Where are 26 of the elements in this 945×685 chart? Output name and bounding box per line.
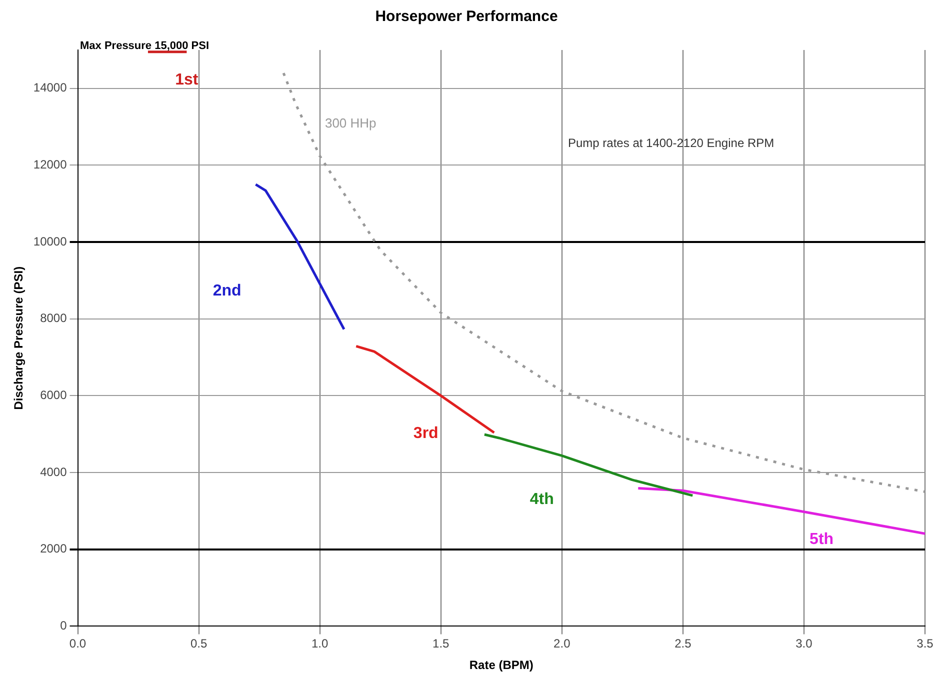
x-tick-label: 1.5 [432, 636, 450, 651]
x-tick-label: 2.5 [674, 636, 692, 651]
series-label: 1st [175, 71, 199, 88]
y-tick-label: 4000 [40, 464, 68, 479]
y-tick-label: 8000 [40, 311, 68, 326]
y-tick-label: 14000 [33, 80, 68, 95]
text: 2nd [212, 282, 242, 300]
x-tick-label: 1.0 [311, 636, 328, 651]
y-tick-label: 10000 [33, 234, 68, 248]
y-axis-title: Discharge Pressure (PSI) [12, 266, 26, 410]
text: 4th [530, 491, 554, 508]
annotation: Max Pressure 15,000 PSI [80, 40, 210, 52]
series-label: 300 HHp [324, 115, 376, 130]
series-label: 5th [810, 530, 834, 548]
y-tick-label: 0 [60, 618, 68, 633]
x-tick-label: 0.5 [190, 636, 208, 651]
series-label: 3rd [413, 425, 438, 442]
x-tick-label: 2.0 [554, 636, 571, 651]
x-tick-label: 0.0 [69, 636, 86, 651]
y-tick-label: 12000 [33, 158, 68, 172]
x-tick-label: 3.5 [916, 636, 934, 651]
y-tick-label: 6000 [40, 388, 68, 402]
y-tick-label: 2000 [40, 542, 68, 556]
chart-title: Horsepower Performance [375, 8, 558, 26]
x-axis-title: Rate (BPM) [469, 658, 534, 672]
x-tick-label: 3.0 [796, 636, 813, 651]
